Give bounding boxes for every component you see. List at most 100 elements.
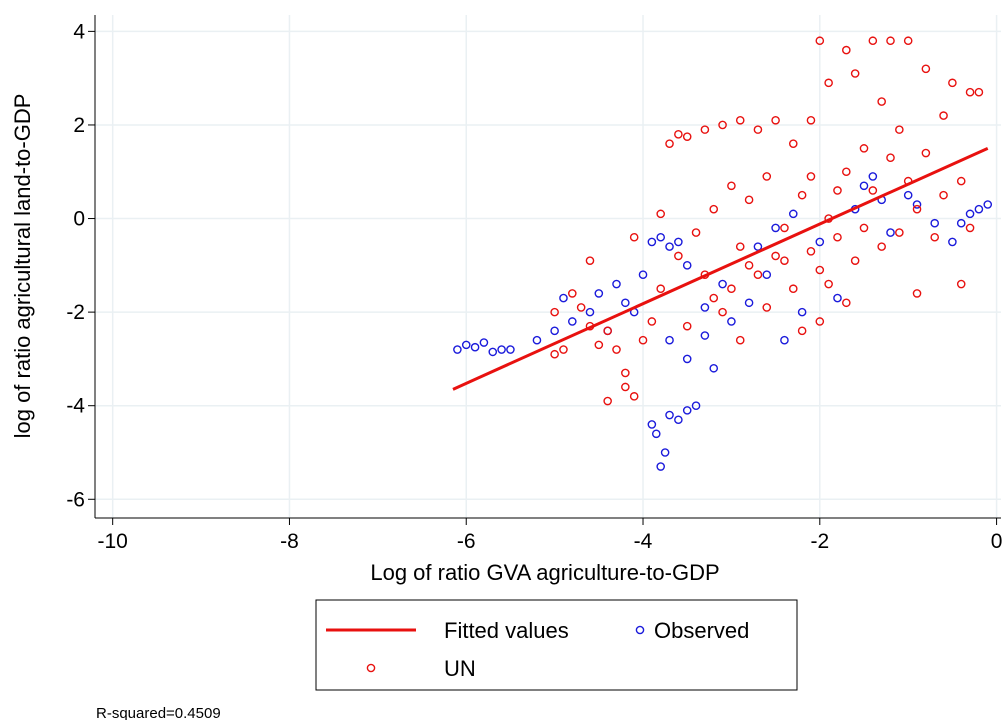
point: [674, 237, 683, 247]
y-tick-label: 0: [73, 208, 85, 231]
point: [674, 415, 683, 425]
point: [718, 279, 727, 289]
legend-label: Fitted values: [444, 618, 569, 643]
point: [594, 289, 604, 298]
point: [665, 139, 674, 148]
point: [939, 111, 948, 120]
point: [603, 396, 612, 406]
point: [656, 462, 665, 471]
point: [709, 363, 719, 373]
point: [771, 223, 780, 233]
legend-box: [315, 599, 798, 691]
point: [479, 338, 489, 347]
point: [806, 115, 816, 125]
point: [656, 209, 665, 219]
point: [780, 223, 789, 233]
point: [629, 232, 639, 242]
point: [735, 115, 745, 125]
point: [665, 335, 674, 345]
point: [621, 368, 630, 378]
point: [956, 176, 966, 186]
point: [674, 130, 683, 139]
point: [833, 232, 842, 242]
point: [682, 132, 692, 141]
point: [744, 261, 754, 270]
x-tick-label: -2: [810, 530, 829, 553]
x-tick-label: -4: [634, 530, 653, 553]
point: [850, 256, 860, 265]
point: [665, 410, 674, 420]
point: [859, 144, 869, 153]
point: [797, 326, 807, 336]
point: [461, 340, 471, 350]
point: [753, 125, 763, 134]
point: [735, 335, 745, 345]
y-tick-label: -4: [66, 395, 85, 418]
point: [660, 448, 670, 457]
point: [948, 78, 957, 88]
y-tick-label: -6: [66, 488, 85, 511]
point: [788, 284, 798, 294]
point: [638, 335, 648, 345]
point: [912, 289, 922, 298]
point: [744, 195, 754, 205]
point: [550, 326, 559, 336]
point: [665, 242, 674, 251]
point: [621, 382, 630, 392]
point: [895, 228, 904, 237]
point: [886, 153, 895, 163]
note: R-squared=0.4509: [96, 705, 221, 720]
point: [930, 232, 940, 242]
point: [877, 97, 886, 106]
point: [753, 242, 763, 251]
point: [842, 298, 851, 308]
point: [956, 218, 966, 228]
point: [806, 246, 816, 256]
point: [939, 190, 948, 200]
y-tick-label: -2: [66, 301, 85, 324]
point: [718, 307, 727, 317]
point: [647, 237, 657, 247]
y-tick-label: 4: [73, 20, 85, 43]
point: [594, 340, 604, 350]
point: [833, 186, 842, 195]
point: [762, 270, 772, 279]
point: [576, 303, 586, 312]
point: [903, 190, 913, 200]
point: [550, 349, 559, 359]
legend-label: Observed: [654, 618, 749, 643]
point: [691, 401, 701, 411]
point: [674, 251, 683, 261]
point: [965, 223, 975, 233]
point: [585, 307, 595, 317]
point: [948, 237, 957, 247]
point: [727, 284, 736, 294]
point: [903, 36, 913, 46]
point: [568, 289, 577, 298]
point: [921, 64, 931, 74]
point: [735, 242, 745, 251]
point: [886, 36, 895, 46]
point: [700, 331, 710, 340]
point: [612, 345, 621, 354]
point: [797, 307, 807, 317]
point: [744, 298, 754, 308]
point: [700, 303, 710, 312]
point: [682, 321, 692, 331]
point: [682, 261, 692, 270]
point: [709, 293, 719, 303]
point: [859, 181, 869, 191]
point: [559, 293, 568, 303]
point: [700, 125, 710, 134]
point: [532, 335, 542, 345]
point: [682, 354, 692, 364]
point: [727, 181, 736, 191]
point: [771, 115, 780, 125]
point: [824, 78, 833, 88]
point: [850, 69, 860, 78]
point: [718, 120, 727, 130]
point: [912, 204, 922, 214]
point: [895, 125, 904, 134]
